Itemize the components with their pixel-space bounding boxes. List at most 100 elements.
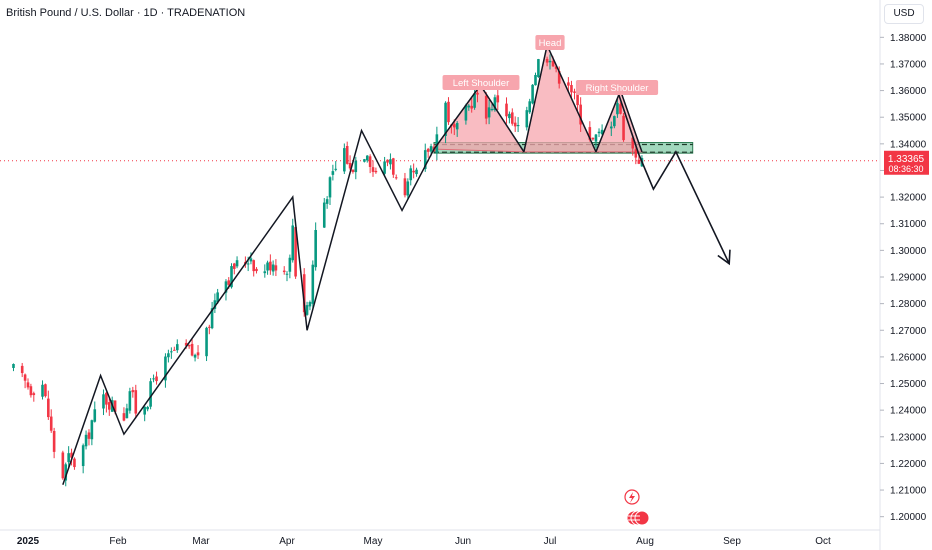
candle <box>131 386 135 398</box>
y-tick-label: 1.34000 <box>890 139 927 150</box>
candle <box>392 157 395 178</box>
candle <box>371 160 375 177</box>
candle <box>394 174 398 180</box>
candle <box>386 159 389 167</box>
candle <box>322 198 326 228</box>
candle <box>205 326 208 362</box>
currency-selector[interactable]: USD <box>884 4 924 24</box>
candle <box>374 167 378 174</box>
candle <box>389 153 392 170</box>
right-shoulder-label: Right Shoulder <box>575 80 659 95</box>
candle <box>102 389 105 416</box>
y-tick-label: 1.31000 <box>890 219 927 230</box>
x-tick-label: Jul <box>544 536 557 547</box>
candle <box>531 84 534 105</box>
y-tick-label: 1.22000 <box>890 459 927 470</box>
candle <box>47 390 50 420</box>
price-axis[interactable] <box>880 0 932 550</box>
candle <box>20 362 24 378</box>
y-tick-label: 1.28000 <box>890 299 927 310</box>
svg-text:Right Shoulder: Right Shoulder <box>586 83 649 94</box>
candle <box>152 374 155 383</box>
candle <box>426 147 430 158</box>
candle <box>343 143 346 174</box>
candle <box>193 353 197 362</box>
candle <box>84 430 88 450</box>
candle <box>285 271 289 282</box>
x-tick-label: Mar <box>192 536 210 547</box>
x-tick-label: 2025 <box>17 536 40 547</box>
x-tick-label: Feb <box>109 536 127 547</box>
candle <box>143 406 146 422</box>
candle <box>170 347 173 359</box>
candle <box>365 155 369 163</box>
head-label: Head <box>535 35 565 50</box>
candle <box>26 378 30 390</box>
candle <box>249 252 253 265</box>
candle <box>282 266 286 275</box>
candle <box>255 267 258 274</box>
candle <box>406 178 410 200</box>
candle <box>269 254 272 275</box>
candle <box>32 391 36 402</box>
candle <box>325 196 329 209</box>
x-tick-label: Aug <box>636 536 654 547</box>
candle <box>52 427 56 459</box>
y-tick-label: 1.24000 <box>890 406 927 417</box>
candle <box>354 156 358 180</box>
candle <box>294 227 297 279</box>
candle <box>368 154 372 174</box>
candle <box>334 161 338 172</box>
candle <box>493 94 497 112</box>
candle <box>345 141 349 165</box>
candle <box>631 136 635 156</box>
candle <box>210 301 214 330</box>
candle <box>409 165 413 186</box>
candle <box>105 391 108 413</box>
candle <box>537 58 540 78</box>
candle <box>134 384 138 419</box>
candle <box>41 380 44 400</box>
x-tick-label: Apr <box>279 536 295 547</box>
candle <box>155 371 158 385</box>
candle <box>444 101 447 144</box>
candle <box>87 429 91 446</box>
forecast-arrowhead <box>717 249 731 266</box>
flag-event-icon <box>634 510 650 526</box>
candle <box>196 345 200 360</box>
candle <box>600 124 604 136</box>
candle <box>525 106 529 131</box>
candle <box>511 108 514 126</box>
candle <box>122 407 126 422</box>
candle <box>67 446 70 469</box>
candle <box>435 126 439 161</box>
candle <box>107 398 111 416</box>
candle <box>208 324 211 335</box>
candle <box>81 443 85 474</box>
y-tick-label: 1.20000 <box>890 512 927 523</box>
candle <box>70 448 73 466</box>
y-tick-label: 1.29000 <box>890 273 927 284</box>
y-tick-label: 1.26000 <box>890 352 927 363</box>
candle <box>412 163 415 179</box>
svg-text:Head: Head <box>539 38 562 49</box>
forecast-path <box>616 90 730 265</box>
candle <box>90 419 94 446</box>
candle <box>470 98 473 113</box>
candle <box>235 256 239 269</box>
candle <box>149 378 152 410</box>
x-tick-label: Sep <box>723 536 741 547</box>
candle <box>570 80 573 98</box>
candle <box>613 115 616 129</box>
candle <box>175 339 179 353</box>
candle <box>331 164 335 181</box>
candle <box>173 346 176 351</box>
candle <box>487 100 491 125</box>
candle <box>311 260 315 309</box>
candle <box>308 300 312 311</box>
candle <box>44 383 47 398</box>
economic-event-icons[interactable] <box>624 489 650 526</box>
x-tick-label: May <box>364 536 383 547</box>
